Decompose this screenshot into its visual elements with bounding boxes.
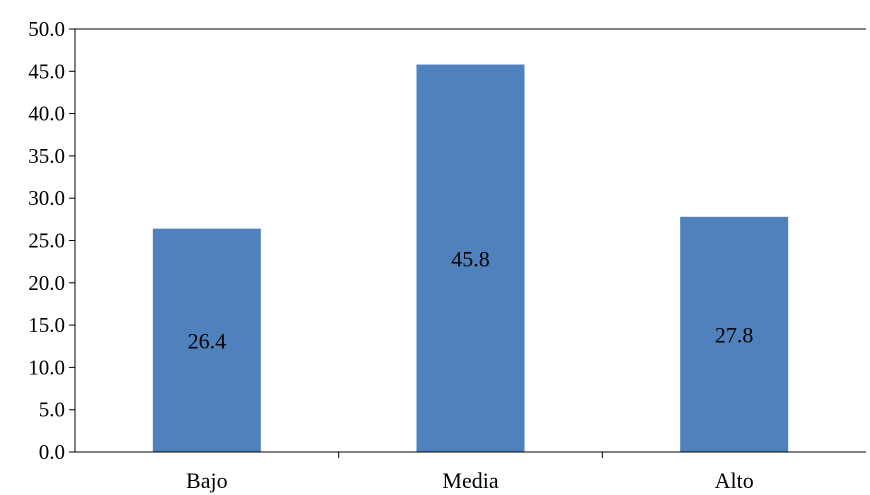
bar-bajo — [152, 228, 261, 452]
y-tick-label: 5.0 — [39, 398, 65, 422]
data-label-alto: 27.8 — [715, 322, 754, 347]
bar-media — [416, 64, 525, 453]
y-tick-label: 0.0 — [39, 440, 65, 464]
y-tick-label: 25.0 — [28, 229, 65, 253]
y-tick-label: 15.0 — [28, 313, 65, 337]
y-tick-label: 50.0 — [28, 17, 65, 41]
y-tick-label: 35.0 — [28, 144, 65, 168]
y-tick-label: 45.0 — [28, 59, 65, 83]
y-tick-label: 40.0 — [28, 102, 65, 126]
x-axis-categories: Bajo Media Alto — [186, 452, 754, 493]
y-tick-label: 30.0 — [28, 186, 65, 210]
data-label-media: 45.8 — [451, 246, 490, 271]
y-tick-label: 10.0 — [28, 355, 65, 379]
y-axis-ticks: 0.0 5.0 10.0 15.0 20.0 25.0 30.0 35.0 40.0 45.0 50… — [28, 17, 75, 464]
data-label-bajo: 26.4 — [188, 328, 227, 353]
x-category-label-media: Media — [442, 468, 498, 493]
x-category-label-alto: Alto — [715, 468, 754, 493]
bar-alto — [680, 216, 789, 452]
x-category-label-bajo: Bajo — [186, 468, 228, 493]
y-tick-label: 20.0 — [28, 271, 65, 295]
bars — [152, 64, 789, 453]
data-labels: 26.4 45.8 27.8 — [188, 246, 754, 353]
